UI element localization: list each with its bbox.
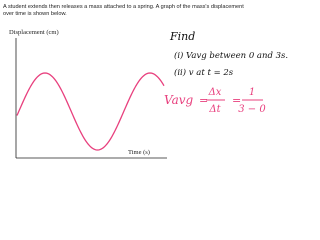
fraction-denominator: 3 − 0 bbox=[238, 104, 266, 115]
problem-text: over time is shown below. bbox=[3, 11, 67, 17]
displacement-curve bbox=[16, 72, 165, 151]
y-axis-label: Displacement (cm) bbox=[9, 29, 59, 36]
equals-sign: = bbox=[199, 94, 208, 107]
background bbox=[0, 0, 320, 180]
equals-sign: = bbox=[232, 94, 241, 107]
page: {"problem": {"lines": ["A student extend… bbox=[0, 0, 320, 180]
x-axis-label: Time (s) bbox=[128, 149, 150, 156]
work: Vavg = Δx Δt = 1 3 − 0 bbox=[164, 87, 266, 115]
graph: Displacement (cm) Time (s) bbox=[9, 29, 167, 159]
fraction-numerator: Δx bbox=[208, 87, 222, 98]
fraction-numerator: 1 bbox=[249, 87, 255, 98]
note-item: (i) Vavg between 0 and 3s. bbox=[174, 50, 288, 61]
problem-text: A student extends then releases a mass a… bbox=[3, 4, 244, 10]
screen: A student extends then releases a mass a… bbox=[0, 0, 320, 180]
work-lhs: Vavg bbox=[164, 93, 193, 107]
note-item: (ii) v at t = 2s bbox=[174, 67, 234, 78]
fraction-denominator: Δt bbox=[208, 104, 221, 115]
notes-heading: Find bbox=[169, 30, 195, 43]
notes: Find (i) Vavg between 0 and 3s. (ii) v a… bbox=[169, 30, 288, 78]
